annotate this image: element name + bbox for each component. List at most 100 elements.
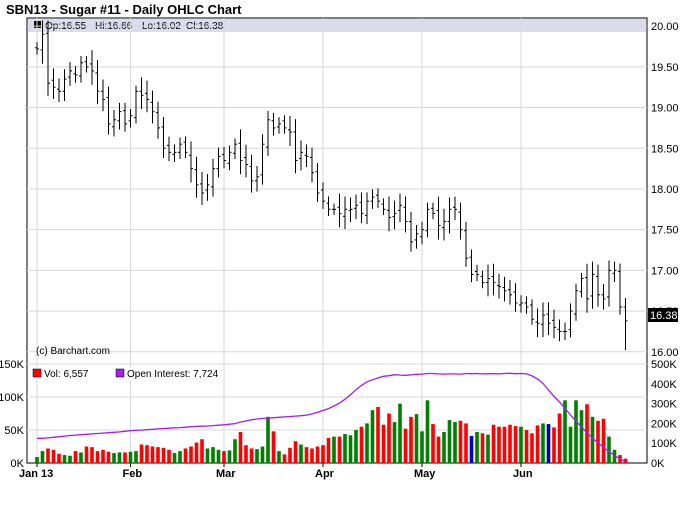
ohlc-bar [480, 270, 485, 289]
volume-bar [260, 446, 265, 463]
x-tick-label: Feb [123, 468, 143, 480]
volume-bar [387, 413, 391, 463]
volume-bar [343, 433, 347, 463]
ohlc-bar [161, 117, 166, 159]
ohlc-bar [447, 197, 452, 234]
volume-bar [310, 448, 314, 463]
volume-bar [508, 424, 512, 463]
volume-bar [359, 426, 364, 463]
volume-legend-swatch [32, 368, 42, 378]
volume-bar [392, 422, 397, 463]
ohlc-bar [128, 108, 133, 128]
info-bar [28, 19, 646, 32]
volume-bar [200, 439, 204, 463]
volume-bar [370, 410, 375, 463]
ohlc-bar [189, 141, 193, 183]
volume-bar [321, 445, 325, 463]
volume-bar [84, 446, 89, 463]
ohlc-bar [376, 188, 380, 208]
volume-bar [601, 418, 606, 463]
ohlc-bar [442, 208, 446, 241]
price-gridlines [27, 18, 647, 364]
chart-title: SBN13 - Sugar #11 - Daily OHLC Chart [6, 2, 242, 17]
volume-bar [563, 400, 567, 463]
ohlc-bar [216, 147, 221, 178]
volume-tick-label: 50K [4, 425, 24, 437]
ohlc-bar [84, 56, 89, 73]
ohlc-series [35, 20, 628, 351]
volume-y-axis: 150K 100K 50K 0K [0, 359, 25, 470]
volume-bar [420, 431, 424, 463]
ohlc-bar [178, 137, 182, 160]
ohlc-bar [145, 80, 149, 113]
ohlc-bar [530, 299, 534, 325]
volume-bar [524, 430, 529, 463]
ohlc-bar [205, 174, 210, 201]
volume-bar [557, 413, 562, 463]
volume-bar [574, 400, 578, 463]
x-tick-label: Mar [216, 468, 236, 480]
volume-bar [112, 453, 116, 463]
ohlc-bar [552, 309, 556, 339]
ohlc-bar [425, 202, 430, 238]
volume-bar [244, 445, 248, 463]
volume-bar [541, 423, 545, 463]
volume-tick-label: 0K [11, 458, 25, 470]
ohlc-bar [101, 79, 105, 112]
ohlc-bar [365, 192, 369, 225]
ohlc-bar [304, 144, 309, 168]
ohlc-bar [315, 162, 320, 202]
ohlc-bar [293, 119, 298, 174]
ohlc-bar [321, 182, 325, 209]
ohlc-bar [123, 102, 127, 132]
watermark: (c) Barchart.com [36, 346, 110, 357]
volume-bar [332, 436, 336, 463]
open-interest-legend-swatch [115, 368, 125, 378]
last-price-label: 16.38 [650, 310, 678, 322]
volume-bar [194, 442, 199, 463]
ohlc-bar [475, 264, 479, 282]
ohlc-bar [200, 172, 204, 205]
volume-bar [167, 449, 171, 463]
ohlc-bar [508, 279, 512, 305]
price-tick-label: 18.00 [651, 184, 679, 196]
volume-tick-label: 100K [0, 392, 25, 404]
price-tick-label: 19.50 [651, 62, 679, 74]
ohlc-bar [502, 276, 507, 302]
ohlc-bar [409, 211, 413, 252]
volume-bar [51, 449, 56, 463]
volume-bar [491, 424, 496, 463]
open-interest-legend: Open Interest: 7,724 [127, 369, 219, 380]
ohlc-bar [238, 129, 243, 175]
volume-bar [277, 451, 281, 463]
volume-bar [381, 424, 386, 463]
volume-bar [205, 448, 210, 463]
x-tick-label: Jun [513, 468, 533, 480]
ohlc-bar [546, 302, 551, 336]
volume-bar [552, 427, 556, 463]
volume-bar [134, 451, 138, 463]
volume-bar [403, 428, 408, 463]
volume-bar [376, 406, 380, 463]
volume-bar [513, 426, 518, 463]
volume-bar [222, 451, 226, 463]
ohlc-bar [392, 200, 397, 230]
price-tick-label: 19.00 [651, 103, 679, 115]
open-interest-tick-label: 100K [651, 438, 677, 450]
volume-bar [315, 446, 320, 463]
ohlc-bar [266, 111, 270, 156]
ohlc-bar [370, 189, 375, 209]
ohlc-bar [310, 147, 314, 183]
x-axis: Jan 13 Feb Mar Apr May Jun [19, 463, 533, 480]
ohlc-bar [271, 113, 276, 136]
volume-bar [68, 455, 72, 463]
ohlc-bar [590, 261, 595, 309]
volume-bar [238, 431, 243, 463]
volume-bar [535, 425, 540, 463]
volume-bar [117, 452, 122, 463]
ohlc-bar [464, 221, 468, 267]
open-interest-tick-label: 500K [651, 359, 677, 371]
ohlc-bar [414, 224, 419, 249]
volume-bar [249, 448, 254, 463]
volume-bar [161, 447, 166, 463]
